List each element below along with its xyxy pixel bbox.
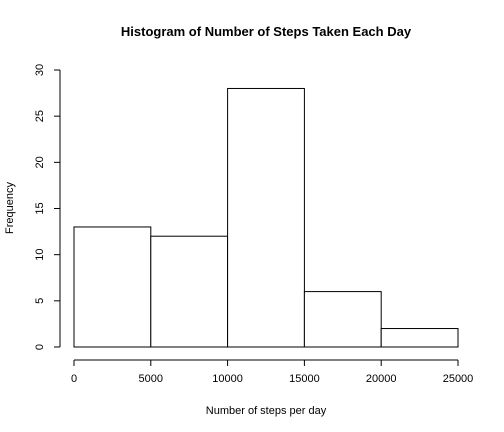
x-tick-label: 15000: [289, 373, 320, 385]
y-tick-label: 15: [34, 202, 46, 214]
bars-group: [73, 87, 459, 348]
y-tick-label: 10: [34, 249, 46, 261]
x-axis-label: Number of steps per day: [206, 405, 327, 417]
y-tick-label: 20: [34, 156, 46, 168]
histogram-bar-4: [380, 328, 459, 348]
x-tick-label: 0: [71, 373, 77, 385]
histogram-bar-2: [227, 87, 305, 348]
x-tick-label: 20000: [366, 373, 397, 385]
x-tick-label: 25000: [443, 373, 474, 385]
histogram-bar-1: [150, 235, 229, 348]
x-axis: 0 5000 10000 15000 20000 25000: [71, 359, 474, 385]
y-tick-label: 30: [34, 64, 46, 76]
x-tick-label: 10000: [212, 373, 243, 385]
chart-title: Histogram of Number of Steps Taken Each …: [121, 24, 412, 39]
y-tick-label: 0: [34, 344, 46, 350]
y-axis: 0 5 10 15 20 25 30: [34, 64, 61, 350]
y-axis-label: Frequency: [4, 182, 16, 234]
y-tick-label: 5: [34, 298, 46, 304]
histogram-bar-0: [73, 226, 152, 348]
histogram-bar-3: [303, 291, 382, 348]
y-tick-label: 25: [34, 110, 46, 122]
x-tick-label: 5000: [139, 373, 163, 385]
